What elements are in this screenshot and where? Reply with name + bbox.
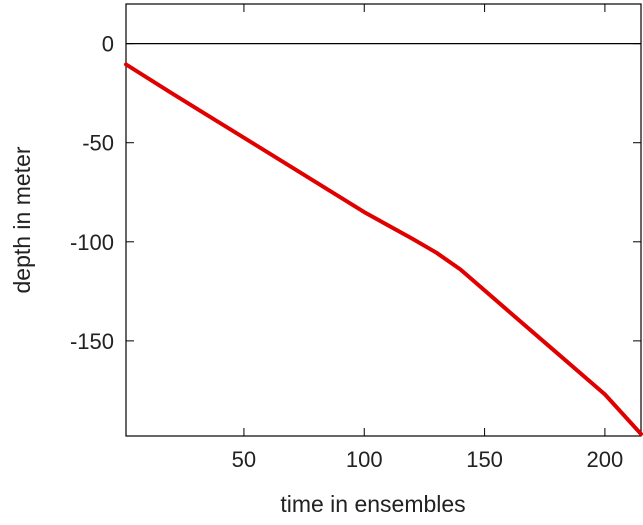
y-tick-label: -150 — [70, 329, 114, 354]
x-tick-label: 100 — [346, 447, 383, 472]
y-axis-label: depth in meter — [9, 146, 35, 293]
x-tick-label: 200 — [587, 447, 624, 472]
x-tick-label: 150 — [466, 447, 503, 472]
x-axis-label: time in ensembles — [280, 491, 465, 517]
axis-ticks — [126, 4, 641, 436]
y-tick-label: 0 — [102, 32, 114, 57]
depth-series-line — [124, 62, 643, 436]
tick-labels: 50 100 150 200 0 -50 -100 -150 — [70, 32, 623, 472]
plot-frame — [125, 3, 642, 437]
y-tick-label: -50 — [82, 131, 114, 156]
y-tick-label: -100 — [70, 230, 114, 255]
x-tick-label: 50 — [232, 447, 256, 472]
